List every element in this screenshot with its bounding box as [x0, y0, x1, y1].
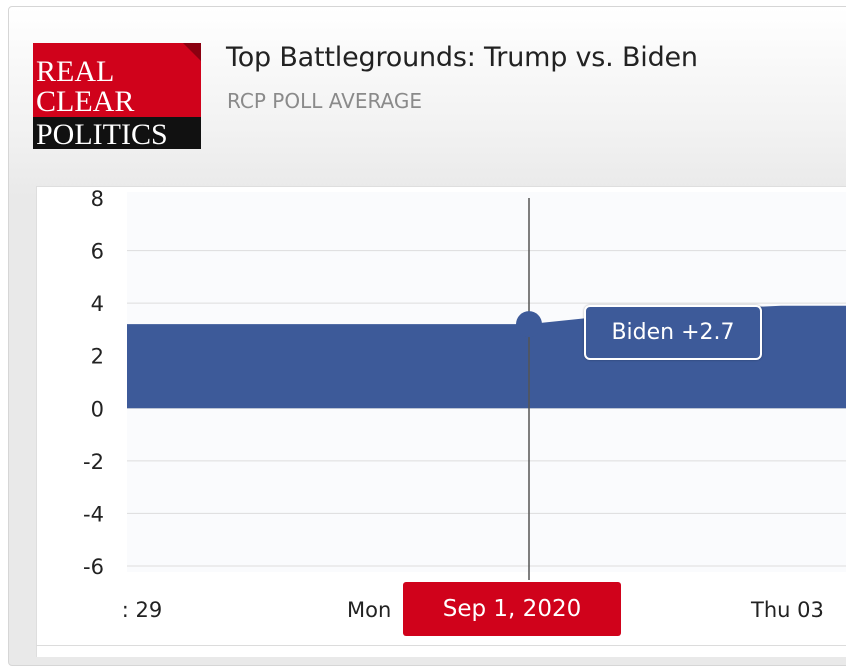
x-tick-label: Thu 03 [750, 598, 824, 622]
x-tick-label: Mon [347, 598, 391, 622]
y-tick-label: -4 [83, 502, 104, 526]
logo-line1: REAL [36, 55, 114, 88]
logo-line3: POLITICS [36, 118, 168, 149]
crosshair-date-label: Sep 1, 2020 [403, 582, 621, 636]
divider [36, 645, 846, 646]
y-tick-label: 0 [91, 397, 104, 421]
y-tick-label: -2 [83, 450, 104, 474]
rcp-logo: REAL CLEAR POLITICS [33, 43, 201, 149]
y-tick-label: 8 [91, 187, 104, 211]
chart-tooltip: Biden +2.7 [584, 305, 762, 360]
area-chart[interactable]: 8 6 4 2 0 -2 -4 -6 : 29 Mon Thu 03 [0, 0, 846, 652]
x-tick-label: : 29 [122, 598, 162, 622]
page-title: Top Battlegrounds: Trump vs. Biden [226, 42, 698, 73]
y-tick-label: -6 [83, 555, 104, 579]
logo-line2: CLEAR [36, 85, 134, 118]
highlight-point [516, 311, 542, 338]
y-tick-label: 2 [91, 345, 104, 369]
y-tick-label: 4 [91, 292, 104, 316]
y-tick-label: 6 [91, 240, 104, 264]
page-subtitle: RCP POLL AVERAGE [227, 89, 422, 113]
